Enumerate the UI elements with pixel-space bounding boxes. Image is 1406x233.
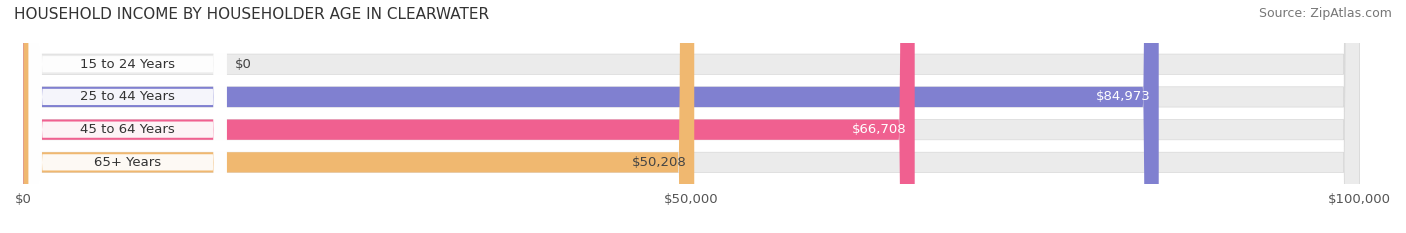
Text: HOUSEHOLD INCOME BY HOUSEHOLDER AGE IN CLEARWATER: HOUSEHOLD INCOME BY HOUSEHOLDER AGE IN C… <box>14 7 489 22</box>
FancyBboxPatch shape <box>28 0 226 233</box>
FancyBboxPatch shape <box>24 0 1360 233</box>
FancyBboxPatch shape <box>24 0 695 233</box>
Text: $0: $0 <box>235 58 252 71</box>
Text: 65+ Years: 65+ Years <box>94 156 162 169</box>
FancyBboxPatch shape <box>28 0 226 233</box>
FancyBboxPatch shape <box>24 0 1360 233</box>
Text: 15 to 24 Years: 15 to 24 Years <box>80 58 176 71</box>
Text: $84,973: $84,973 <box>1095 90 1150 103</box>
Text: $66,708: $66,708 <box>852 123 907 136</box>
Text: Source: ZipAtlas.com: Source: ZipAtlas.com <box>1258 7 1392 20</box>
FancyBboxPatch shape <box>24 0 915 233</box>
FancyBboxPatch shape <box>24 0 1360 233</box>
FancyBboxPatch shape <box>24 0 1360 233</box>
Text: 45 to 64 Years: 45 to 64 Years <box>80 123 174 136</box>
FancyBboxPatch shape <box>28 0 226 233</box>
Text: 25 to 44 Years: 25 to 44 Years <box>80 90 176 103</box>
Text: $50,208: $50,208 <box>631 156 686 169</box>
FancyBboxPatch shape <box>24 0 1159 233</box>
FancyBboxPatch shape <box>28 0 226 233</box>
